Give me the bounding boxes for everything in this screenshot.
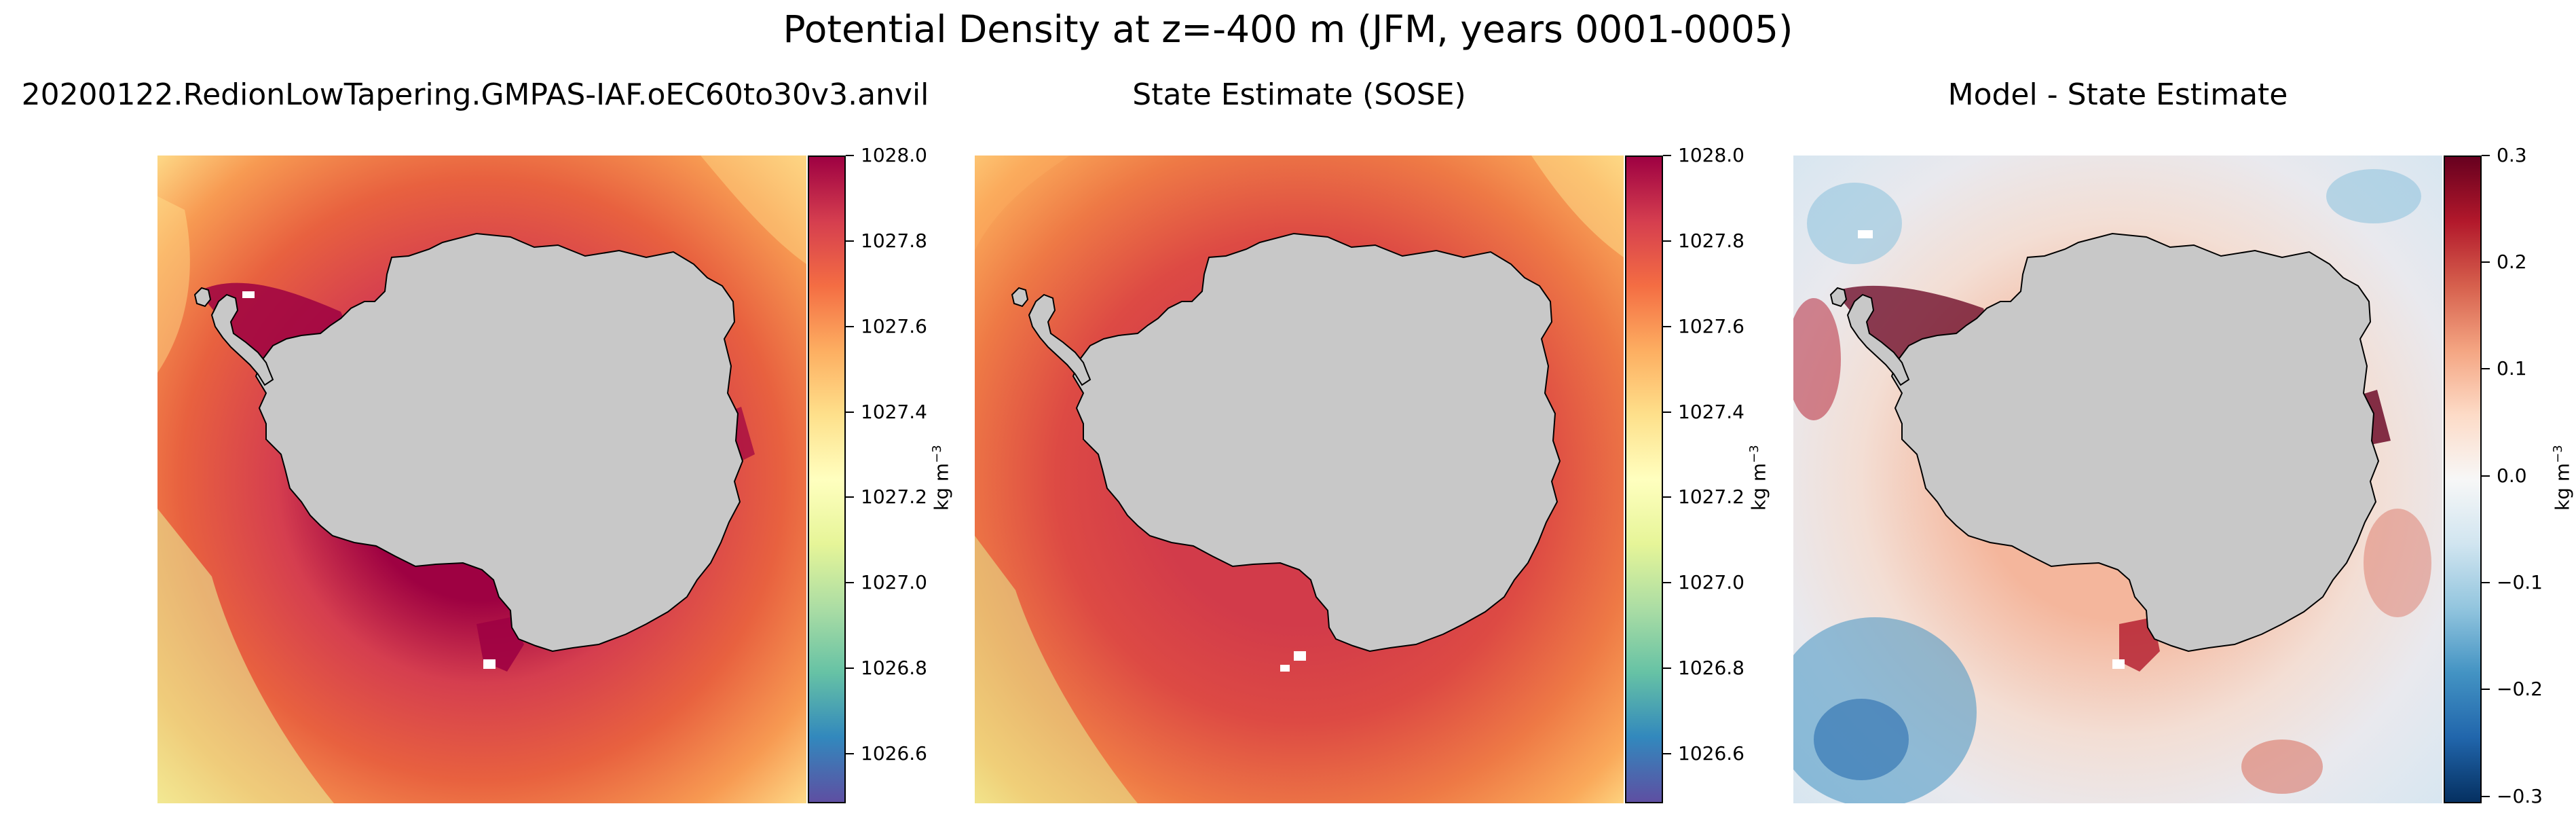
colorbar-unit-label: kg m−3: [930, 445, 953, 511]
cbar-tick: 0.2: [2482, 251, 2527, 273]
colorbar-model: [808, 156, 846, 803]
cbar-tick: 0.3: [2482, 144, 2527, 166]
cbar-tick: 1027.8: [846, 230, 927, 252]
panel-title-model: 20200122.RedionLowTapering.GMPAS-IAF.oEC…: [21, 77, 929, 112]
cbar-tick: 1026.8: [846, 657, 927, 679]
colorbar-difference: [2444, 156, 2482, 803]
density-map-sose: [975, 156, 1624, 803]
density-difference-map: [1793, 156, 2442, 803]
cbar-tick: 1026.6: [1663, 742, 1744, 765]
panel-title-difference: Model - State Estimate: [1947, 77, 2288, 112]
cbar-tick: 1027.8: [1663, 230, 1744, 252]
cbar-tick: 0.1: [2482, 357, 2527, 380]
cbar-tick: 1027.2: [846, 486, 927, 508]
cbar-tick: 1026.8: [1663, 657, 1744, 679]
cbar-tick: 1027.2: [1663, 486, 1744, 508]
cbar-tick: 1027.0: [1663, 571, 1744, 593]
colorbar-unit-label: kg m−3: [1747, 445, 1770, 511]
cbar-tick: 0.0: [2482, 464, 2527, 487]
figure-title: Potential Density at z=-400 m (JFM, year…: [783, 7, 1793, 51]
cbar-tick: 1027.0: [846, 571, 927, 593]
cbar-tick: 1027.6: [846, 315, 927, 337]
panel-title-sose: State Estimate (SOSE): [1132, 77, 1466, 112]
cbar-tick: 1028.0: [846, 144, 927, 166]
cbar-tick: −0.2: [2482, 678, 2543, 700]
cbar-tick: 1027.4: [846, 401, 927, 423]
cbar-tick: −0.1: [2482, 571, 2543, 593]
density-map-model: [157, 156, 806, 803]
colorbar-unit-label: kg m−3: [2551, 445, 2574, 511]
cbar-tick: 1027.4: [1663, 401, 1744, 423]
cbar-tick: 1028.0: [1663, 144, 1744, 166]
cbar-tick: −0.3: [2482, 785, 2543, 807]
cbar-tick: 1027.6: [1663, 315, 1744, 337]
cbar-tick: 1026.6: [846, 742, 927, 765]
colorbar-sose: [1625, 156, 1663, 803]
